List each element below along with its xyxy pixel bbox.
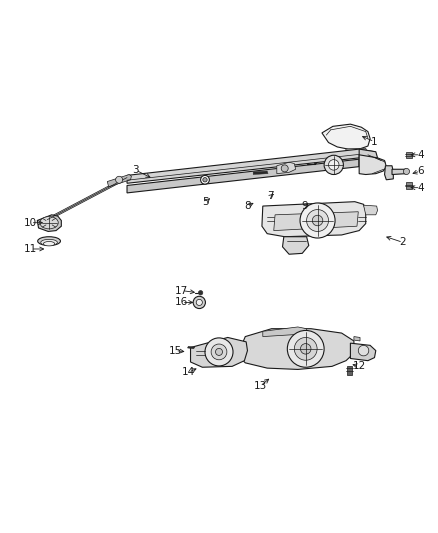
Polygon shape: [187, 346, 195, 349]
Polygon shape: [277, 162, 296, 174]
Text: 6: 6: [417, 166, 424, 176]
Text: 7: 7: [267, 191, 274, 201]
Text: 13: 13: [254, 381, 267, 391]
Polygon shape: [263, 327, 307, 336]
Polygon shape: [354, 336, 360, 341]
Polygon shape: [347, 366, 352, 375]
Polygon shape: [322, 124, 370, 149]
Circle shape: [403, 168, 410, 174]
Ellipse shape: [40, 216, 58, 229]
Ellipse shape: [38, 237, 60, 246]
Circle shape: [307, 209, 328, 231]
Polygon shape: [359, 155, 386, 174]
Polygon shape: [406, 182, 412, 189]
Text: 4: 4: [417, 150, 424, 160]
Ellipse shape: [43, 241, 55, 246]
Text: 10: 10: [24, 217, 37, 228]
Text: 15: 15: [169, 345, 182, 356]
Text: 1: 1: [371, 136, 378, 147]
Circle shape: [312, 215, 323, 226]
Polygon shape: [37, 215, 61, 231]
Circle shape: [287, 330, 324, 367]
Polygon shape: [191, 337, 247, 367]
Polygon shape: [127, 149, 376, 183]
Polygon shape: [107, 174, 131, 187]
Text: 14: 14: [182, 367, 195, 377]
Text: 9: 9: [301, 201, 308, 211]
Circle shape: [211, 344, 227, 360]
Polygon shape: [283, 237, 309, 254]
Text: 16: 16: [175, 297, 188, 308]
Text: 12: 12: [353, 361, 366, 372]
Polygon shape: [262, 201, 366, 237]
Circle shape: [300, 203, 335, 238]
Polygon shape: [314, 163, 317, 165]
Circle shape: [300, 344, 311, 354]
Polygon shape: [127, 159, 359, 193]
Polygon shape: [274, 212, 358, 231]
Polygon shape: [237, 329, 354, 369]
Circle shape: [328, 159, 339, 170]
Text: 17: 17: [175, 286, 188, 296]
Text: 5: 5: [202, 197, 209, 207]
Circle shape: [193, 296, 205, 309]
Polygon shape: [359, 149, 378, 167]
Polygon shape: [364, 205, 378, 215]
Polygon shape: [345, 148, 367, 152]
Polygon shape: [392, 169, 406, 174]
Circle shape: [281, 165, 288, 172]
Polygon shape: [350, 343, 376, 361]
Circle shape: [196, 300, 202, 305]
Polygon shape: [47, 176, 127, 221]
Circle shape: [203, 177, 207, 182]
Text: 4: 4: [417, 183, 424, 192]
Circle shape: [205, 338, 233, 366]
Text: 8: 8: [244, 201, 251, 211]
Text: 11: 11: [24, 244, 37, 254]
Polygon shape: [406, 152, 412, 158]
Polygon shape: [253, 171, 268, 174]
Circle shape: [198, 290, 203, 295]
Text: 3: 3: [132, 165, 139, 175]
Polygon shape: [385, 166, 393, 180]
Circle shape: [294, 337, 317, 360]
Circle shape: [358, 345, 369, 356]
Text: 2: 2: [399, 237, 406, 247]
Circle shape: [116, 176, 123, 183]
Ellipse shape: [41, 239, 57, 246]
Circle shape: [201, 175, 209, 184]
Circle shape: [324, 155, 343, 174]
Circle shape: [215, 349, 223, 356]
